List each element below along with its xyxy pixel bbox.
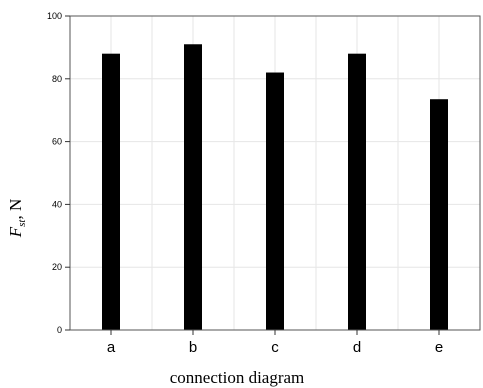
bar-d (348, 53, 366, 331)
y-tick-label: 40 (52, 199, 62, 209)
bar-a (102, 53, 120, 331)
y-axis-label-main: F (6, 226, 25, 238)
y-axis-label-unit: , N (6, 199, 25, 220)
x-axis-label: connection diagram (170, 368, 305, 387)
y-axis-ticks: 0 20 40 60 80 100 (47, 11, 70, 335)
x-tick-label: e (435, 339, 443, 356)
bar-b (184, 44, 202, 330)
x-tick-label: b (189, 339, 197, 356)
y-axis-label-subscript: st (16, 219, 28, 227)
x-axis-ticks: a b c d e (107, 330, 443, 356)
y-tick-label: 0 (57, 325, 62, 335)
bar-e (430, 99, 448, 331)
y-tick-label: 20 (52, 262, 62, 272)
bar-c (266, 72, 284, 331)
y-tick-label: 60 (52, 137, 62, 147)
bars (102, 44, 448, 331)
y-tick-label: 100 (47, 11, 62, 21)
x-tick-label: d (353, 339, 361, 356)
y-axis-label: Fst, N (6, 199, 28, 239)
x-tick-label: a (107, 339, 116, 356)
y-tick-label: 80 (52, 74, 62, 84)
x-tick-label: c (271, 339, 279, 356)
